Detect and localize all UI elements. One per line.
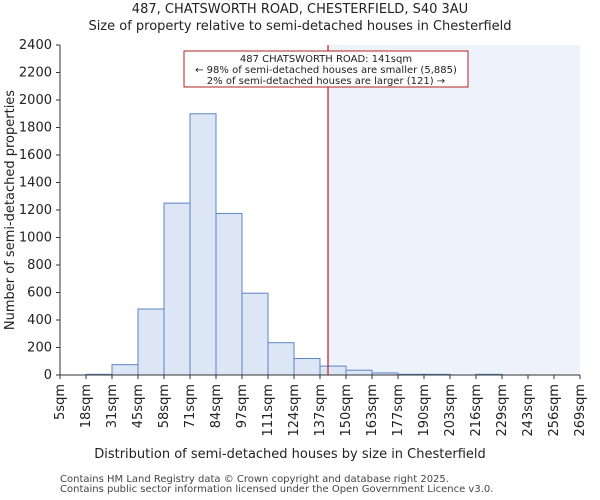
histogram-bar <box>111 364 139 376</box>
y-tick-label: 2400 <box>19 38 52 53</box>
footer-line-2: Contains public sector information licen… <box>60 484 494 495</box>
histogram-bar <box>163 202 191 376</box>
x-tick-label: 124sqm <box>287 384 302 437</box>
chart-subtitle: Size of property relative to semi-detach… <box>88 19 512 34</box>
larger-region-shade <box>328 45 580 375</box>
x-tick-label: 45sqm <box>131 384 146 428</box>
y-tick-label: 600 <box>27 286 52 301</box>
x-tick-label: 256sqm <box>547 384 562 437</box>
histogram-bar <box>215 212 243 376</box>
x-tick-label: 97sqm <box>235 384 250 428</box>
annotation-box <box>183 50 469 88</box>
y-tick-label: 400 <box>27 313 52 328</box>
y-tick-label: 2200 <box>19 66 52 81</box>
x-tick-label: 216sqm <box>469 384 484 437</box>
footer-line-1: Contains HM Land Registry data © Crown c… <box>60 474 449 485</box>
histogram-bar <box>189 113 217 376</box>
x-tick-label: 150sqm <box>339 384 354 437</box>
x-tick-label: 243sqm <box>521 384 536 437</box>
x-tick-label: 71sqm <box>183 384 198 428</box>
histogram-bar <box>241 292 269 376</box>
y-tick-label: 1000 <box>19 231 52 246</box>
x-tick-label: 269sqm <box>573 384 588 437</box>
histogram-bar <box>137 308 165 376</box>
histogram-bar <box>319 365 347 376</box>
y-tick-label: 2000 <box>19 93 52 108</box>
x-tick-label: 18sqm <box>79 384 94 428</box>
x-tick-label: 229sqm <box>495 384 510 437</box>
x-tick-label: 58sqm <box>157 384 172 428</box>
chart-title: 487, CHATSWORTH ROAD, CHESTERFIELD, S40 … <box>131 2 469 17</box>
x-tick-label: 163sqm <box>365 384 380 437</box>
x-tick-label: 5sqm <box>53 384 68 420</box>
histogram-bar <box>293 358 321 376</box>
y-axis-title: Number of semi-detached properties <box>3 90 18 330</box>
x-tick-label: 137sqm <box>313 384 328 437</box>
y-tick-label: 1400 <box>19 176 52 191</box>
x-tick-label: 31sqm <box>105 384 120 428</box>
y-tick-label: 1600 <box>19 148 52 163</box>
histogram-bar <box>267 342 295 376</box>
y-tick-label: 0 <box>44 368 52 383</box>
annotation-line-3: 2% of semi-detached houses are larger (1… <box>207 76 445 87</box>
y-tick-label: 1800 <box>19 121 52 136</box>
x-tick-label: 203sqm <box>443 384 458 437</box>
annotation-line-2: ← 98% of semi-detached houses are smalle… <box>195 65 457 76</box>
y-tick-label: 200 <box>27 341 52 356</box>
x-axis-title: Distribution of semi-detached houses by … <box>94 447 486 462</box>
x-tick-label: 190sqm <box>417 384 432 437</box>
x-tick-label: 111sqm <box>261 384 276 437</box>
y-tick-label: 800 <box>27 258 52 273</box>
x-tick-label: 84sqm <box>209 384 224 428</box>
y-tick-label: 1200 <box>19 203 52 218</box>
x-tick-label: 177sqm <box>391 384 406 437</box>
histogram-bar <box>345 369 373 376</box>
annotation-line-1: 487 CHATSWORTH ROAD: 141sqm <box>240 54 412 65</box>
